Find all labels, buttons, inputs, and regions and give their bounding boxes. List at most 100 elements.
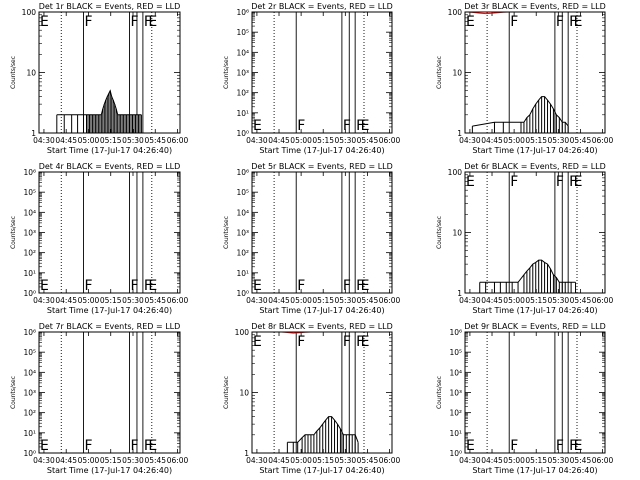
plot-7-x-tick-label: 05:45 bbox=[144, 456, 166, 465]
plot-1-x-axis-label: Start Time (17-Jul-17 04:26:40) bbox=[47, 146, 172, 155]
plot-7-x-tick-label: 05:00 bbox=[78, 456, 100, 465]
plot-6: Det 6r BLACK = Events, RED = LLD Counts/s… bbox=[436, 162, 614, 315]
plot-5-x-tick-label: 05:15 bbox=[312, 296, 334, 305]
plot-7-marker-f: F bbox=[131, 438, 139, 454]
plot-5-x-tick-label: 05:00 bbox=[290, 296, 312, 305]
plot-5-y-tick-label: 10¹ bbox=[236, 269, 249, 278]
plot-7-y-tick-label: 10³ bbox=[23, 389, 36, 398]
plot-6-x-tick-label: 05:00 bbox=[503, 296, 525, 305]
plot-5-x-tick-label: 04:30 bbox=[246, 296, 268, 305]
plot-3-marker-f: F bbox=[556, 14, 564, 30]
plot-8-y-tick-label: 100 bbox=[235, 328, 250, 337]
plot-2-y-axis-label: Counts/sec bbox=[223, 56, 230, 89]
plot-4-x-axis-label: Start Time (17-Jul-17 04:26:40) bbox=[47, 306, 172, 315]
plot-5-x-tick-label: 05:45 bbox=[357, 296, 379, 305]
plot-2-x-tick-label: 05:30 bbox=[335, 136, 357, 145]
plot-8-x-tick-label: 05:00 bbox=[290, 456, 312, 465]
plot-3: Det 3r BLACK = Events, RED = LLD Counts/s… bbox=[436, 2, 614, 155]
plot-2-y-tick-label: 10³ bbox=[236, 69, 249, 78]
plot-9-x-tick-label: 05:30 bbox=[548, 456, 570, 465]
plot-7-marker-f: F bbox=[85, 438, 93, 454]
plot-3-x-tick-label: 05:30 bbox=[548, 136, 570, 145]
plot-1-marker-f: F bbox=[131, 14, 139, 30]
plot-6-frame bbox=[464, 171, 606, 294]
plot-6-x-tick-label: 04:45 bbox=[481, 296, 503, 305]
plot-6-marker-e: E bbox=[574, 174, 583, 190]
plot-1-x-tick-label: 04:45 bbox=[55, 136, 77, 145]
plot-4-y-tick-label: 10⁵ bbox=[23, 188, 36, 197]
plot-3-y-tick-label: 10 bbox=[452, 69, 462, 78]
plot-3-marker-e: E bbox=[466, 14, 475, 30]
plot-8-y-axis-label: Counts/sec bbox=[223, 376, 230, 409]
plot-2-x-tick-label: 04:45 bbox=[268, 136, 290, 145]
plot-3-x-tick-label: 05:00 bbox=[503, 136, 525, 145]
plot-2-x-tick-label: 05:15 bbox=[312, 136, 334, 145]
plot-4-y-axis-label: Counts/sec bbox=[10, 216, 17, 249]
plot-1-title: Det 1r BLACK = Events, RED = LLD bbox=[39, 2, 181, 11]
plot-6-marker-f: F bbox=[569, 174, 577, 190]
plot-2-y-tick-label: 10⁶ bbox=[236, 8, 249, 17]
plot-5-y-axis-label: Counts/sec bbox=[223, 216, 230, 249]
plot-8-marker-f: F bbox=[297, 334, 305, 350]
plot-8-marker-f: F bbox=[356, 334, 364, 350]
plot-1-x-tick-label: 04:30 bbox=[33, 136, 55, 145]
plot-8-y-tick-label: 1 bbox=[244, 449, 249, 458]
plot-1-y-tick-label: 1 bbox=[31, 129, 36, 138]
plot-5-y-tick-label: 10⁶ bbox=[236, 168, 249, 177]
plot-9-y-tick-label: 10³ bbox=[449, 389, 462, 398]
plot-4-x-tick-label: 05:15 bbox=[100, 296, 122, 305]
plot-1-y-tick-label: 10 bbox=[26, 69, 36, 78]
plot-7-y-axis-label: Counts/sec bbox=[10, 376, 17, 409]
plot-2: Det 2r BLACK = Events, RED = LLD Counts/s… bbox=[223, 2, 401, 155]
plot-7-frame bbox=[38, 331, 181, 454]
plot-7-x-tick-label: 06:00 bbox=[167, 456, 189, 465]
plot-6-marker-e: E bbox=[466, 174, 475, 190]
plot-6-x-axis-label: Start Time (17-Jul-17 04:26:40) bbox=[472, 306, 597, 315]
plot-4-x-tick-label: 04:30 bbox=[33, 296, 55, 305]
plot-9-x-tick-label: 04:30 bbox=[459, 456, 481, 465]
plot-1-x-tick-label: 05:15 bbox=[100, 136, 122, 145]
plot-1-series-1-line bbox=[56, 89, 142, 116]
plot-7-y-tick-label: 10¹ bbox=[23, 429, 36, 438]
plot-4-y-tick-label: 10² bbox=[23, 249, 36, 258]
plot-7-title: Det 7r BLACK = Events, RED = LLD bbox=[39, 322, 181, 331]
plot-6-x-tick-label: 05:45 bbox=[570, 296, 592, 305]
plot-4-marker-e: E bbox=[40, 278, 49, 294]
plot-2-marker-e: E bbox=[253, 118, 262, 134]
plot-3-frame bbox=[464, 11, 606, 134]
plot-1-marker-f: F bbox=[85, 14, 93, 30]
plot-9-x-tick-label: 05:00 bbox=[503, 456, 525, 465]
plot-1-marker-e: E bbox=[40, 14, 49, 30]
plot-9-x-tick-label: 05:45 bbox=[570, 456, 592, 465]
plot-5-y-tick-label: 10⁰ bbox=[236, 289, 249, 298]
plot-4-x-tick-label: 05:30 bbox=[122, 296, 144, 305]
plot-1-marker-f: F bbox=[144, 14, 152, 30]
plot-8-frame bbox=[251, 331, 393, 454]
plot-5-title: Det 5r BLACK = Events, RED = LLD bbox=[251, 162, 393, 171]
plot-6-title: Det 6r BLACK = Events, RED = LLD bbox=[464, 162, 606, 171]
plot-7-x-tick-label: 04:30 bbox=[33, 456, 55, 465]
plot-5-y-tick-label: 10⁵ bbox=[236, 188, 249, 197]
plot-1-x-tick-label: 06:00 bbox=[167, 136, 189, 145]
plot-2-title: Det 2r BLACK = Events, RED = LLD bbox=[251, 2, 393, 11]
plot-9-marker-e: E bbox=[574, 438, 583, 454]
plot-4-title: Det 4r BLACK = Events, RED = LLD bbox=[39, 162, 181, 171]
plot-4-marker-f: F bbox=[144, 278, 152, 294]
plot-6-x-tick-label: 04:30 bbox=[459, 296, 481, 305]
plot-8-series-1-line bbox=[287, 416, 359, 443]
plot-4-frame bbox=[38, 171, 181, 294]
plot-9-y-tick-label: 10¹ bbox=[449, 429, 462, 438]
plot-1-frame bbox=[38, 11, 181, 134]
plot-5-marker-e: E bbox=[253, 278, 262, 294]
plot-8-x-tick-label: 04:30 bbox=[246, 456, 268, 465]
plot-4-y-tick-label: 10³ bbox=[23, 229, 36, 238]
plot-9-y-tick-label: 10⁰ bbox=[449, 449, 462, 458]
plot-5-x-tick-label: 04:45 bbox=[268, 296, 290, 305]
plot-9-x-tick-label: 05:15 bbox=[525, 456, 547, 465]
plot-4-y-tick-label: 10¹ bbox=[23, 269, 36, 278]
plot-2-marker-f: F bbox=[297, 118, 305, 134]
plot-7-marker-e: E bbox=[40, 438, 49, 454]
plot-9-marker-e: E bbox=[466, 438, 475, 454]
plot-4-x-tick-label: 06:00 bbox=[167, 296, 189, 305]
plot-4-marker-f: F bbox=[85, 278, 93, 294]
